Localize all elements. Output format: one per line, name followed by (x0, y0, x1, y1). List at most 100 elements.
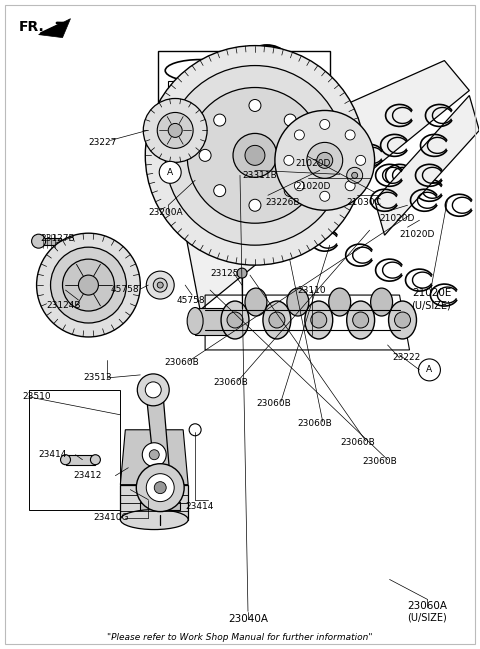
Text: 21020D: 21020D (296, 159, 331, 168)
Text: 23060B: 23060B (341, 438, 375, 447)
Ellipse shape (305, 301, 333, 339)
Polygon shape (38, 238, 60, 245)
Ellipse shape (165, 116, 235, 138)
Circle shape (136, 463, 184, 511)
Ellipse shape (245, 288, 267, 316)
Circle shape (419, 359, 441, 381)
Circle shape (356, 155, 366, 165)
Circle shape (146, 474, 174, 502)
Circle shape (347, 167, 363, 183)
Circle shape (157, 282, 163, 288)
Circle shape (275, 110, 374, 210)
Circle shape (78, 275, 98, 295)
Text: A: A (426, 365, 432, 374)
Ellipse shape (287, 288, 309, 316)
Text: 23513: 23513 (84, 373, 112, 382)
Text: 23414: 23414 (38, 450, 67, 459)
Text: FR.: FR. (19, 19, 44, 34)
Text: 23222: 23222 (393, 354, 421, 362)
Circle shape (320, 119, 330, 129)
Polygon shape (145, 385, 170, 480)
Circle shape (299, 149, 311, 162)
Text: 23060B: 23060B (213, 378, 248, 387)
Circle shape (352, 173, 358, 178)
Circle shape (317, 153, 333, 168)
Circle shape (249, 199, 261, 211)
Circle shape (153, 278, 167, 292)
Polygon shape (195, 308, 235, 335)
Text: 21020D: 21020D (399, 230, 435, 239)
Ellipse shape (329, 288, 351, 316)
Ellipse shape (187, 308, 203, 334)
Text: 23060B: 23060B (256, 399, 291, 408)
Text: (U/SIZE): (U/SIZE) (411, 300, 451, 310)
Ellipse shape (395, 312, 410, 328)
Circle shape (284, 114, 296, 126)
Circle shape (294, 130, 304, 140)
Circle shape (237, 268, 247, 278)
Text: 23227: 23227 (88, 138, 117, 147)
Ellipse shape (90, 455, 100, 465)
Ellipse shape (221, 301, 249, 339)
Text: 23110: 23110 (298, 286, 326, 295)
Text: 23124B: 23124B (47, 300, 81, 310)
Circle shape (157, 112, 193, 149)
Polygon shape (158, 51, 330, 175)
Ellipse shape (269, 312, 285, 328)
Polygon shape (120, 485, 188, 520)
Ellipse shape (371, 288, 393, 316)
Circle shape (284, 155, 294, 165)
Circle shape (345, 181, 355, 191)
Circle shape (145, 382, 161, 398)
Polygon shape (374, 95, 480, 235)
Circle shape (145, 45, 365, 265)
Text: 45758: 45758 (176, 295, 205, 304)
Text: 23060B: 23060B (164, 358, 199, 367)
Text: (U/SIZE): (U/SIZE) (408, 613, 447, 622)
Ellipse shape (240, 45, 294, 100)
Circle shape (149, 450, 159, 459)
Text: 23226B: 23226B (265, 198, 300, 207)
Circle shape (214, 114, 226, 126)
Circle shape (159, 162, 181, 183)
Text: 21030C: 21030C (347, 198, 382, 207)
Polygon shape (65, 455, 96, 465)
Text: 23200A: 23200A (148, 208, 183, 217)
Text: 23060B: 23060B (363, 457, 397, 466)
Text: 23127B: 23127B (41, 234, 75, 243)
Text: 23060B: 23060B (298, 419, 333, 428)
Ellipse shape (263, 301, 291, 339)
Ellipse shape (165, 88, 235, 110)
Text: 23040A: 23040A (228, 615, 268, 624)
Circle shape (233, 134, 277, 177)
Circle shape (144, 99, 207, 162)
Text: 23125: 23125 (210, 269, 239, 278)
Circle shape (36, 233, 140, 337)
Ellipse shape (311, 312, 327, 328)
Circle shape (307, 142, 343, 178)
Text: 23060A: 23060A (408, 602, 447, 611)
Ellipse shape (240, 105, 294, 160)
Polygon shape (38, 19, 71, 38)
Text: 23510: 23510 (23, 393, 51, 401)
Text: 45758: 45758 (110, 284, 139, 293)
Polygon shape (120, 430, 188, 485)
Ellipse shape (165, 60, 235, 82)
Text: 21020D: 21020D (380, 214, 415, 223)
Circle shape (345, 130, 355, 140)
Circle shape (245, 145, 265, 165)
Ellipse shape (240, 75, 294, 130)
Circle shape (154, 482, 166, 494)
Circle shape (146, 271, 174, 299)
Text: A: A (167, 168, 173, 177)
Circle shape (62, 259, 114, 311)
Text: 21020E: 21020E (412, 288, 451, 298)
Circle shape (284, 185, 296, 197)
Circle shape (189, 424, 201, 435)
Text: 23414: 23414 (185, 502, 214, 511)
Text: 23311B: 23311B (242, 171, 277, 180)
Circle shape (187, 88, 323, 223)
Text: 23412: 23412 (73, 471, 102, 480)
Text: "Please refer to Work Shop Manual for further information": "Please refer to Work Shop Manual for fu… (107, 633, 373, 642)
Ellipse shape (353, 312, 369, 328)
